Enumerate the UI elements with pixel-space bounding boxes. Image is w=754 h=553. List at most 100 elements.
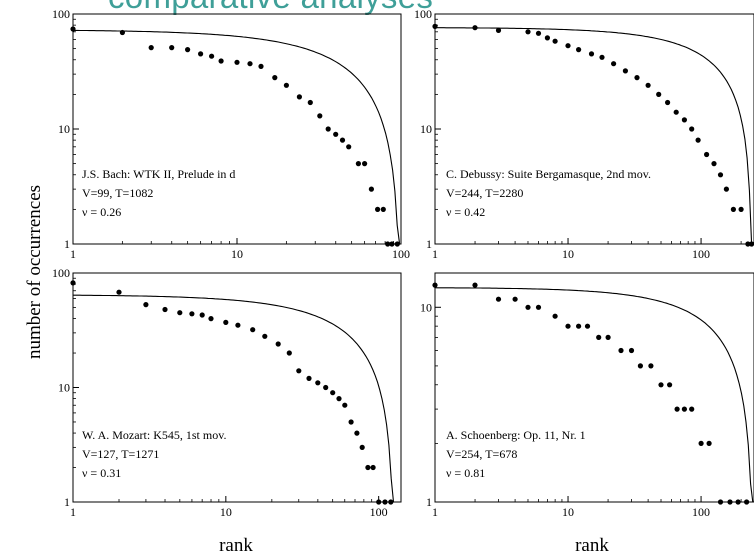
data-point (576, 47, 582, 53)
data-point (656, 91, 662, 97)
data-point (275, 341, 281, 347)
data-point (611, 61, 617, 67)
chart-panel-1: 1 10 100 1 10 100 J.S. Bach: WTK II, Prelude i… (52, 7, 410, 261)
annotation-line-3: ν = 0.42 (446, 205, 485, 219)
data-point (717, 499, 724, 505)
data-point (370, 464, 376, 471)
data-point (674, 406, 680, 412)
data-point (235, 322, 241, 328)
data-point (689, 126, 695, 132)
data-point (258, 63, 264, 69)
data-point (665, 99, 671, 106)
annotation-line-3: ν = 0.31 (82, 466, 121, 480)
data-point (744, 499, 750, 505)
y-tick-label: 10 (420, 300, 432, 314)
x-tick-label: 10 (562, 505, 574, 519)
data-point (637, 363, 644, 369)
x-tick-label: 10 (220, 505, 232, 519)
data-point (717, 172, 724, 178)
data-point (283, 82, 289, 88)
data-point (306, 375, 312, 381)
data-point (376, 499, 382, 505)
data-point (355, 161, 361, 167)
data-point (645, 82, 651, 88)
data-point (535, 30, 542, 36)
data-point (365, 464, 371, 471)
data-point (622, 68, 629, 74)
data-point (512, 296, 518, 302)
annotation-line-2: V=99, T=1082 (82, 186, 153, 200)
data-point (333, 131, 339, 137)
data-point (272, 75, 278, 81)
data-point (723, 186, 730, 192)
slide-heading-fragment: comparative analyses (108, 0, 433, 16)
data-point (738, 206, 744, 212)
data-point (262, 333, 268, 339)
data-point (208, 316, 214, 322)
data-point (706, 440, 712, 446)
data-point (432, 23, 438, 29)
fit-curve (73, 29, 401, 245)
data-point (525, 304, 531, 310)
data-point (218, 58, 224, 64)
data-point (628, 347, 635, 354)
fit-curve (73, 294, 395, 503)
data-point (596, 334, 602, 340)
data-point (209, 53, 215, 59)
y-tick-label: 10 (58, 381, 70, 395)
data-point (296, 94, 302, 100)
data-point (711, 161, 717, 167)
data-point (749, 241, 754, 247)
annotation-line-2: V=254, T=678 (446, 447, 517, 461)
data-point (730, 206, 737, 212)
annotation-line-1: C. Debussy: Suite Bergamasque, 2nd mov. (446, 167, 651, 181)
annotation-line-1: A. Schoenberg: Op. 11, Nr. 1 (446, 428, 586, 442)
y-tick-label: 10 (420, 122, 432, 136)
data-point (681, 406, 688, 412)
data-point (307, 99, 313, 106)
data-point (689, 406, 695, 412)
x-tick-label: 10 (562, 247, 574, 261)
data-point (704, 151, 710, 158)
data-point (323, 384, 329, 391)
x-tick-label: 1 (70, 505, 76, 519)
data-point (599, 54, 605, 60)
y-axis-label: number of occurrences (24, 185, 45, 359)
data-point (544, 35, 551, 41)
data-point (336, 396, 342, 402)
x-axis-label-left: rank (219, 535, 253, 553)
data-point (375, 206, 381, 212)
data-point (673, 109, 679, 115)
y-tick-label: 1 (426, 237, 432, 251)
x-tick-label: 100 (692, 247, 710, 261)
data-point (223, 319, 229, 325)
data-point (495, 27, 502, 33)
data-point (169, 45, 175, 51)
annotation-line-3: ν = 0.26 (82, 205, 121, 219)
x-tick-label: 10 (231, 247, 243, 261)
y-tick-label: 1 (426, 495, 432, 509)
data-point (432, 282, 438, 288)
data-point (148, 45, 154, 51)
data-point (389, 241, 395, 247)
data-point (325, 126, 331, 132)
annotation-line-2: V=244, T=2280 (446, 186, 523, 200)
data-point (658, 382, 664, 388)
data-point (588, 51, 595, 57)
data-point (698, 440, 704, 446)
data-point (198, 51, 204, 57)
data-point (667, 382, 673, 388)
data-point (745, 241, 751, 247)
data-point (368, 186, 374, 192)
x-tick-label: 1 (70, 247, 76, 261)
data-point (648, 363, 654, 369)
data-point (342, 402, 348, 408)
data-point (605, 334, 611, 340)
y-tick-label: 100 (52, 266, 70, 280)
fit-curve (434, 287, 754, 503)
data-point (388, 499, 394, 505)
data-point (189, 311, 195, 317)
data-point (185, 47, 191, 53)
plot-frame (72, 13, 402, 245)
plot-frame (72, 272, 402, 503)
